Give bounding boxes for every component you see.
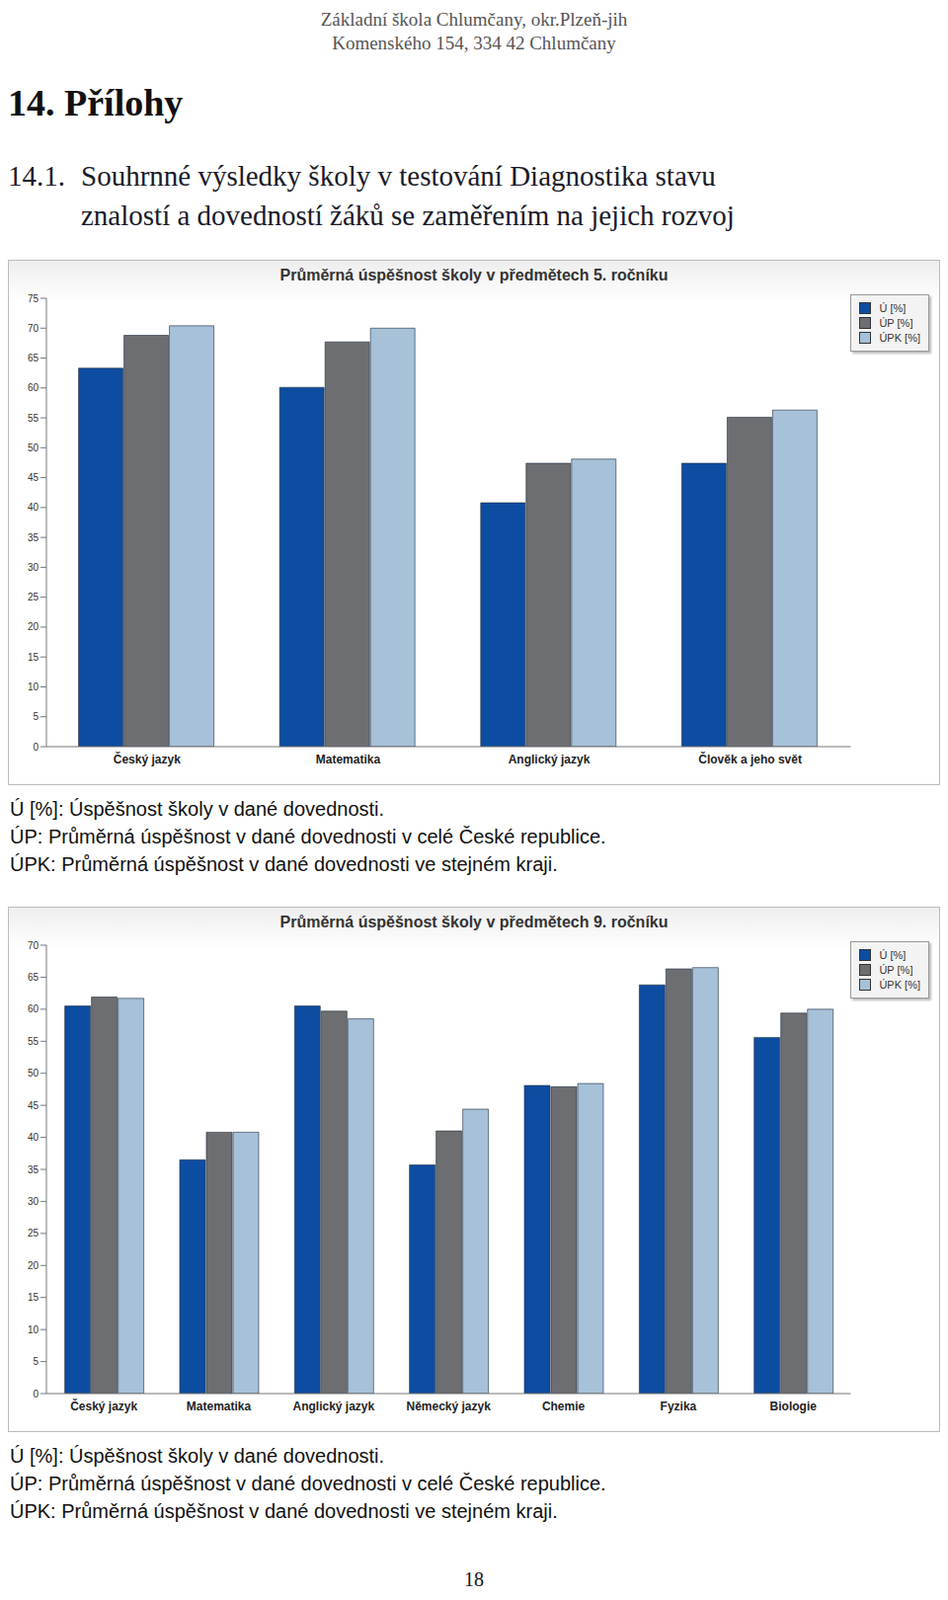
- html-text:ÚP: Průměrná úspěšnost v dané: ÚP: Průměrná úspěšnost v dané dovednosti…: [9, 1472, 607, 1495]
- html-text:Ú [%]: Ú [%]: [879, 948, 906, 961]
- svg-text:60: 60: [27, 382, 40, 394]
- svg-text:50: 50: [27, 1067, 40, 1079]
- html-text:14. Přílohy: 14. Přílohy: [7, 81, 183, 124]
- svg-text:30: 30: [27, 561, 40, 573]
- svg-text:45: 45: [27, 472, 40, 483]
- svg-text:65: 65: [27, 352, 40, 364]
- svg-text:Člověk a jeho svět: Člověk a jeho svět: [698, 751, 802, 767]
- html-text:Ú [%]: Úspěšnost školy v dané: Ú [%]: Úspěšnost školy v dané dovednosti…: [9, 797, 385, 820]
- svg-text:35: 35: [27, 1164, 40, 1176]
- svg-text:Biologie: Biologie: [770, 1399, 818, 1414]
- html-text:znalostí a dovedností žáků se: znalostí a dovedností žáků se zaměřením …: [80, 199, 735, 232]
- html-text:Průměrná úspěšnost školy v pře: Průměrná úspěšnost školy v předmětech 5.…: [279, 266, 669, 284]
- svg-text:70: 70: [27, 322, 40, 334]
- html-text:ÚPK: Průměrná úspěšnost v dané: ÚPK: Průměrná úspěšnost v dané dovednost…: [9, 1500, 558, 1522]
- svg-text:10: 10: [27, 1324, 40, 1336]
- svg-text:60: 60: [27, 1003, 40, 1015]
- svg-text:5: 5: [32, 711, 39, 722]
- html-text:14.1.: 14.1.: [7, 159, 66, 192]
- svg-text:Matematika: Matematika: [186, 1399, 252, 1414]
- svg-text:25: 25: [27, 1227, 40, 1239]
- svg-text:15: 15: [27, 651, 40, 663]
- html-text:Ú [%]: Úspěšnost školy v dané: Ú [%]: Úspěšnost školy v dané dovednosti…: [9, 1444, 385, 1467]
- svg-text:20: 20: [27, 1260, 40, 1271]
- html-text:Komenského 154, 334 42 Chlumča: Komenského 154, 334 42 Chlumčany: [331, 32, 617, 54]
- svg-text:70: 70: [27, 940, 40, 951]
- svg-text:25: 25: [27, 591, 40, 603]
- svg-text:65: 65: [27, 971, 40, 983]
- html-text:ÚPK [%]: ÚPK [%]: [879, 331, 921, 344]
- svg-text:Německý jazyk: Německý jazyk: [406, 1399, 492, 1414]
- html-text:18: 18: [464, 1568, 484, 1590]
- svg-text:20: 20: [27, 621, 40, 632]
- svg-text:Anglický jazyk: Anglický jazyk: [293, 1399, 376, 1414]
- svg-text:Anglický jazyk: Anglický jazyk: [508, 752, 591, 767]
- svg-text:Chemie: Chemie: [542, 1399, 586, 1414]
- svg-text:45: 45: [27, 1100, 40, 1111]
- svg-text:55: 55: [27, 1035, 40, 1047]
- svg-text:40: 40: [27, 1131, 40, 1143]
- svg-text:75: 75: [27, 293, 40, 305]
- svg-text:30: 30: [27, 1195, 40, 1207]
- html-text:Ú [%]: Ú [%]: [879, 302, 906, 315]
- svg-text:0: 0: [32, 1388, 39, 1400]
- html-text:ÚPK [%]: ÚPK [%]: [879, 978, 921, 991]
- html-text:Souhrnné výsledky školy v test: Souhrnné výsledky školy v testování Diag…: [80, 159, 716, 192]
- svg-text:35: 35: [27, 532, 40, 544]
- html-text:Základní škola Chlumčany, okr.: Základní škola Chlumčany, okr.Plzeň-jih: [320, 8, 628, 30]
- html-text:ÚPK: Průměrná úspěšnost v dané: ÚPK: Průměrná úspěšnost v dané dovednost…: [9, 853, 558, 875]
- svg-text:Fyzika: Fyzika: [660, 1399, 698, 1414]
- svg-text:40: 40: [27, 501, 40, 513]
- html-text:ÚP [%]: ÚP [%]: [879, 316, 913, 329]
- html-text:ÚP: Průměrná úspěšnost v dané: ÚP: Průměrná úspěšnost v dané dovednosti…: [9, 825, 607, 848]
- svg-text:15: 15: [27, 1291, 40, 1303]
- html-text:Průměrná úspěšnost školy v pře: Průměrná úspěšnost školy v předmětech 9.…: [279, 913, 669, 931]
- svg-text:10: 10: [27, 681, 40, 693]
- svg-text:50: 50: [27, 442, 40, 454]
- svg-text:5: 5: [32, 1355, 39, 1367]
- html-text:ÚP [%]: ÚP [%]: [879, 963, 913, 976]
- svg-text:55: 55: [27, 412, 40, 424]
- svg-text:Matematika: Matematika: [316, 752, 382, 767]
- svg-text:Český jazyk: Český jazyk: [70, 1398, 138, 1414]
- svg-text:Český jazyk: Český jazyk: [113, 751, 181, 767]
- svg-text:0: 0: [32, 741, 39, 753]
